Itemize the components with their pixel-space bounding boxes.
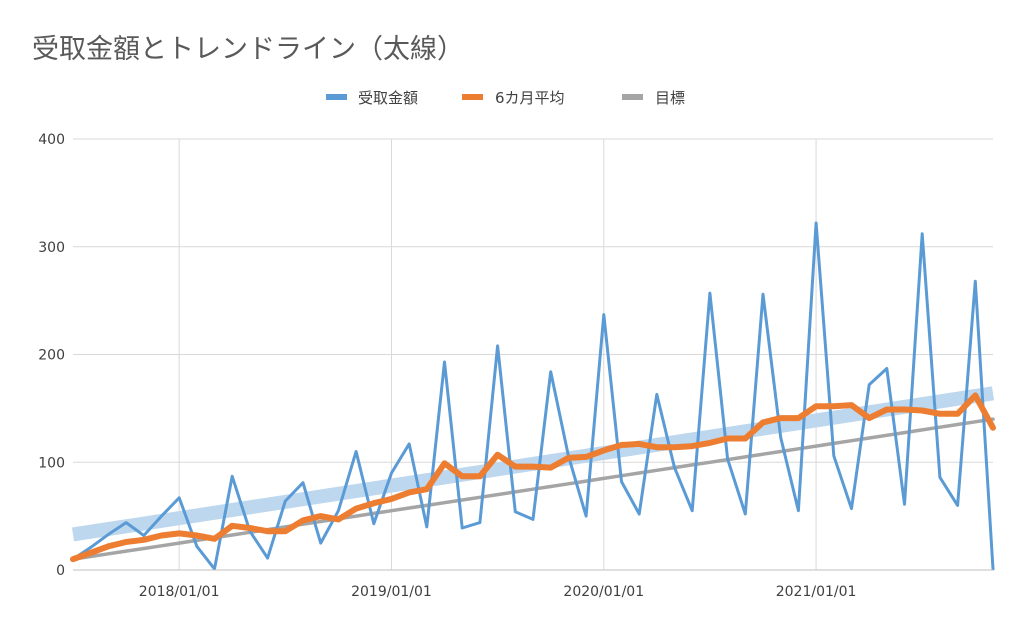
legend: 受取金額 6カ月平均 目標 <box>326 89 685 107</box>
y-tick-label-300: 300 <box>38 240 65 256</box>
legend-item-amount[interactable]: 受取金額 <box>326 89 418 107</box>
axes: 0 100 200 300 400 2018/01/01 2019/01/01 2020/01… <box>38 132 993 600</box>
y-tick-label-0: 0 <box>56 563 65 579</box>
chart-title: 受取金額とトレンドライン（太線） <box>32 34 464 65</box>
x-tick-label-0: 2018/01/01 <box>139 584 220 600</box>
series-line-six-month-average <box>70 392 996 563</box>
legend-item-target[interactable]: 目標 <box>622 89 685 107</box>
legend-label-amount: 受取金額 <box>358 89 418 107</box>
legend-item-six-month-average[interactable]: 6カ月平均 <box>462 89 565 107</box>
gridlines <box>73 138 993 570</box>
series-line-amount <box>71 221 995 571</box>
series-lines <box>70 221 996 571</box>
x-tick-label-2: 2020/01/01 <box>563 584 644 600</box>
y-tick-label-200: 200 <box>38 348 65 364</box>
legend-label-six-month-average: 6カ月平均 <box>495 89 565 107</box>
y-tick-label-100: 100 <box>38 455 65 471</box>
legend-label-target: 目標 <box>655 89 685 107</box>
x-tick-label-3: 2021/01/01 <box>776 584 857 600</box>
x-tick-label-1: 2019/01/01 <box>351 584 432 600</box>
series-line-target <box>71 417 995 561</box>
y-tick-label-400: 400 <box>38 132 65 148</box>
